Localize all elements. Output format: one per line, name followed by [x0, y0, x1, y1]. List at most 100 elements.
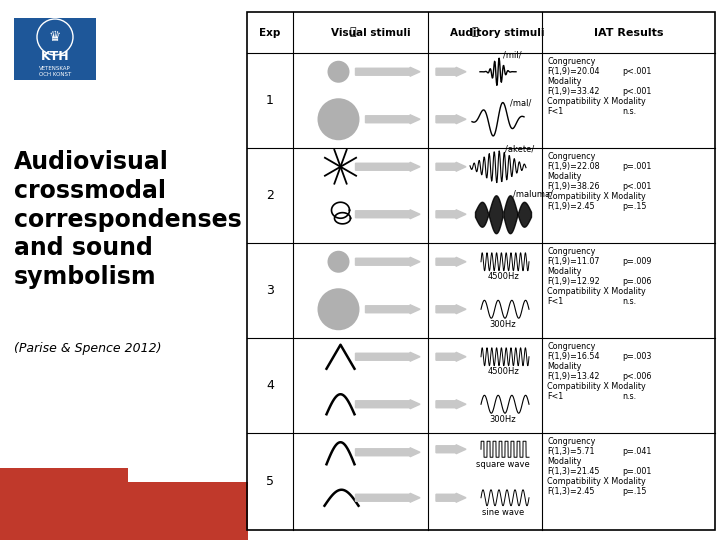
Bar [14, 18, 96, 80]
Text: p=.001: p=.001 [622, 162, 652, 171]
Text: F<1: F<1 [547, 107, 563, 116]
Text: F(1,3)=21.45: F(1,3)=21.45 [547, 467, 600, 476]
Text: IAT Results: IAT Results [594, 28, 663, 37]
Text: Compatibility X Modality: Compatibility X Modality [547, 382, 646, 391]
FancyArrow shape [356, 352, 420, 361]
Text: Auditory stimuli: Auditory stimuli [450, 28, 544, 37]
Text: F(1,9)=12.92: F(1,9)=12.92 [547, 277, 600, 286]
Text: 4500Hz: 4500Hz [487, 367, 519, 376]
Text: F(1,9)=22.08: F(1,9)=22.08 [547, 162, 600, 171]
FancyArrow shape [436, 445, 466, 454]
Text: F(1,9)=13.42: F(1,9)=13.42 [547, 372, 600, 381]
FancyArrow shape [436, 210, 466, 219]
Circle shape [318, 98, 359, 140]
Text: p=.003: p=.003 [622, 352, 652, 361]
Text: F(1,9)=20.04: F(1,9)=20.04 [547, 67, 600, 76]
Text: KTH: KTH [41, 51, 69, 64]
Text: Visual stimuli: Visual stimuli [330, 28, 410, 37]
Text: (Parise & Spence 2012): (Parise & Spence 2012) [14, 342, 161, 355]
Text: p<.001: p<.001 [622, 182, 652, 191]
FancyArrow shape [436, 305, 466, 314]
Text: F<1: F<1 [547, 392, 563, 401]
Text: n.s.: n.s. [622, 297, 636, 306]
Text: p<.001: p<.001 [622, 87, 652, 96]
Text: Exp: Exp [259, 28, 281, 37]
Text: p<.006: p<.006 [622, 372, 652, 381]
Text: 1: 1 [266, 94, 274, 107]
FancyArrow shape [436, 400, 466, 409]
Text: F(1,9)=33.42: F(1,9)=33.42 [547, 87, 600, 96]
Text: 300Hz: 300Hz [490, 415, 516, 424]
FancyArrow shape [436, 352, 466, 361]
Text: 5: 5 [266, 475, 274, 488]
Text: Compatibility X Modality: Compatibility X Modality [547, 477, 646, 486]
FancyArrow shape [356, 448, 420, 457]
Text: F(1,3)=5.71: F(1,3)=5.71 [547, 447, 595, 456]
FancyArrow shape [366, 115, 420, 124]
Text: Compatibility X Modality: Compatibility X Modality [547, 192, 646, 201]
Text: F(1,9)=16.54: F(1,9)=16.54 [547, 352, 600, 361]
Text: Congruency: Congruency [547, 342, 595, 351]
Text: F(1,9)=11.07: F(1,9)=11.07 [547, 257, 600, 266]
Bar [128, 468, 248, 482]
Text: F(1,9)=2.45: F(1,9)=2.45 [547, 202, 595, 211]
Text: Audiovisual
crossmodal
correspondenses
and sound
symbolism: Audiovisual crossmodal correspondenses a… [14, 150, 242, 289]
Text: 2: 2 [266, 189, 274, 202]
Text: F(1,9)=38.26: F(1,9)=38.26 [547, 182, 600, 191]
Text: ♛: ♛ [49, 30, 61, 44]
Text: 👁: 👁 [349, 28, 356, 37]
Text: square wave: square wave [476, 460, 530, 469]
Text: sine wave: sine wave [482, 508, 524, 517]
Text: n.s.: n.s. [622, 107, 636, 116]
FancyArrow shape [436, 257, 466, 266]
FancyArrow shape [356, 210, 420, 219]
Text: Congruency: Congruency [547, 57, 595, 66]
Circle shape [318, 288, 359, 330]
Text: p=.001: p=.001 [622, 467, 652, 476]
Bar [247, 12, 715, 530]
Text: 300Hz: 300Hz [490, 320, 516, 329]
Text: Modality: Modality [547, 172, 581, 181]
Text: Congruency: Congruency [547, 247, 595, 256]
Bar [0, 468, 248, 540]
Text: F<1: F<1 [547, 297, 563, 306]
Text: Modality: Modality [547, 77, 581, 86]
Text: /mal/: /mal/ [510, 98, 531, 107]
Text: p=.15: p=.15 [622, 202, 647, 211]
Text: Modality: Modality [547, 267, 581, 276]
Text: 👂: 👂 [472, 28, 478, 37]
Text: Congruency: Congruency [547, 152, 595, 161]
Text: p=.009: p=.009 [622, 257, 652, 266]
FancyArrow shape [366, 305, 420, 314]
Text: p=.006: p=.006 [622, 277, 652, 286]
FancyArrow shape [356, 68, 420, 76]
Text: 4500Hz: 4500Hz [487, 272, 519, 281]
Text: n.s.: n.s. [622, 392, 636, 401]
Text: /akete/: /akete/ [505, 145, 534, 154]
Text: p=.041: p=.041 [622, 447, 652, 456]
Circle shape [328, 60, 349, 83]
Text: Congruency: Congruency [547, 437, 595, 446]
FancyArrow shape [436, 493, 466, 502]
Text: Compatibility X Modality: Compatibility X Modality [547, 97, 646, 106]
Text: OCH KONST: OCH KONST [39, 71, 71, 77]
Text: p=.15: p=.15 [622, 487, 647, 496]
Text: F(1,3)=2.45: F(1,3)=2.45 [547, 487, 595, 496]
Text: p<.001: p<.001 [622, 67, 652, 76]
Text: Compatibility X Modality: Compatibility X Modality [547, 287, 646, 296]
FancyArrow shape [436, 115, 466, 124]
Text: 4: 4 [266, 379, 274, 392]
Text: /maluma/: /maluma/ [513, 189, 553, 198]
Text: VETENSKAP: VETENSKAP [39, 65, 71, 71]
FancyArrow shape [356, 400, 420, 409]
FancyArrow shape [356, 162, 420, 171]
FancyArrow shape [436, 162, 466, 171]
Text: Modality: Modality [547, 457, 581, 466]
Text: Modality: Modality [547, 362, 581, 371]
FancyArrow shape [356, 257, 420, 266]
Text: 3: 3 [266, 284, 274, 297]
Circle shape [328, 251, 349, 273]
Text: /mil/: /mil/ [503, 51, 521, 60]
FancyArrow shape [436, 68, 466, 76]
FancyArrow shape [356, 493, 420, 502]
